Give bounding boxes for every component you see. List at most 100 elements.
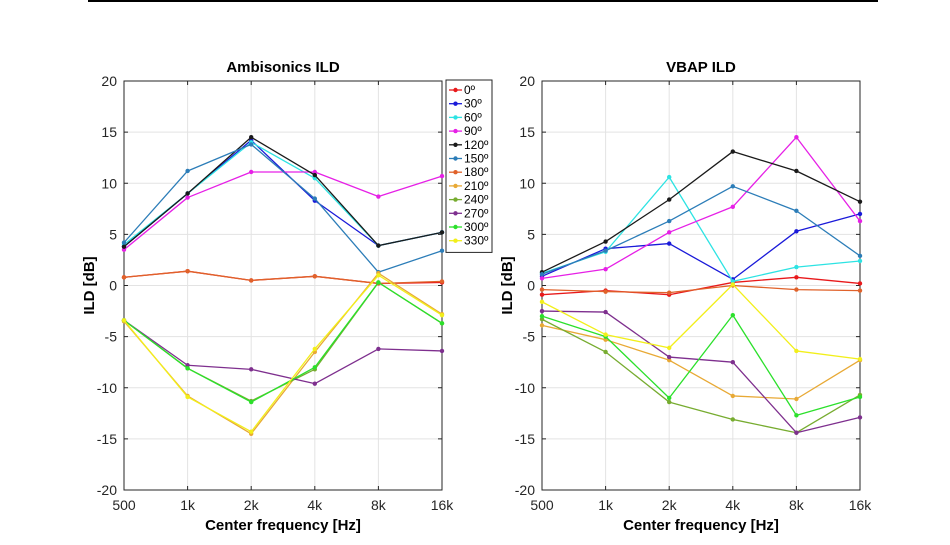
legend-entry: 180º bbox=[464, 165, 489, 179]
y-tick-label: -10 bbox=[515, 380, 535, 396]
data-point bbox=[439, 312, 445, 318]
x-axis-label: Center frequency [Hz] bbox=[205, 517, 361, 534]
chart-title: Ambisonics ILD bbox=[226, 59, 340, 76]
data-point bbox=[857, 211, 863, 217]
series-line bbox=[541, 324, 861, 400]
y-tick-label: 20 bbox=[101, 73, 117, 89]
legend-marker bbox=[453, 115, 458, 120]
series-line bbox=[123, 270, 443, 285]
data-point bbox=[667, 218, 672, 224]
legend-marker bbox=[453, 156, 458, 161]
y-tick-label: 0 bbox=[527, 278, 535, 294]
series-line bbox=[541, 284, 861, 294]
data-point bbox=[857, 199, 863, 204]
series-330deg bbox=[121, 273, 445, 434]
data-point bbox=[249, 399, 254, 405]
data-point bbox=[312, 274, 317, 279]
data-point bbox=[730, 204, 735, 209]
x-tick-label: 500 bbox=[112, 497, 136, 513]
series-line bbox=[541, 310, 861, 434]
data-point bbox=[603, 337, 608, 342]
data-point bbox=[667, 354, 672, 360]
data-point bbox=[603, 266, 608, 272]
data-point bbox=[794, 275, 799, 280]
data-point bbox=[730, 393, 735, 399]
data-point bbox=[249, 142, 254, 147]
top-border-line bbox=[88, 0, 878, 2]
data-point bbox=[667, 357, 672, 363]
legend-entry: 210º bbox=[464, 179, 489, 193]
data-point bbox=[539, 308, 545, 314]
data-point bbox=[376, 194, 381, 199]
y-tick-label: -5 bbox=[105, 329, 118, 345]
legend-entry: 150º bbox=[464, 152, 489, 166]
data-point bbox=[376, 243, 381, 248]
data-point bbox=[312, 196, 317, 201]
data-point bbox=[249, 367, 254, 372]
y-tick-label: -20 bbox=[515, 482, 535, 498]
data-point bbox=[730, 279, 735, 284]
data-point bbox=[603, 239, 608, 244]
data-point bbox=[185, 195, 190, 200]
series-270deg bbox=[121, 318, 445, 386]
series-300deg bbox=[539, 312, 863, 418]
legend-marker bbox=[453, 101, 458, 106]
data-point bbox=[439, 248, 445, 253]
data-point bbox=[667, 197, 672, 202]
x-tick-label: 2k bbox=[244, 497, 260, 513]
series-line bbox=[123, 136, 443, 248]
data-point bbox=[185, 191, 190, 196]
data-point bbox=[376, 280, 381, 285]
series-line bbox=[541, 314, 861, 417]
series-line bbox=[123, 281, 443, 403]
series-line bbox=[123, 143, 443, 273]
data-point bbox=[794, 348, 799, 354]
y-tick-label: -15 bbox=[97, 431, 117, 447]
data-point bbox=[185, 366, 190, 371]
y-axis-label: ILD [dB] bbox=[81, 256, 98, 314]
y-tick-label: -20 bbox=[97, 482, 117, 498]
data-point bbox=[185, 394, 190, 400]
series-150deg bbox=[539, 184, 863, 277]
data-point bbox=[730, 149, 735, 154]
data-point bbox=[603, 349, 608, 355]
data-point bbox=[794, 208, 799, 214]
y-tick-label: 15 bbox=[101, 124, 117, 140]
data-point bbox=[794, 229, 799, 234]
data-point bbox=[539, 299, 545, 305]
data-point bbox=[121, 240, 127, 245]
legend: 0º30º60º90º120º150º180º210º240º270º300º3… bbox=[445, 79, 493, 253]
legend-marker bbox=[453, 170, 458, 175]
series-120deg bbox=[121, 135, 445, 249]
legend-entry: 30º bbox=[464, 97, 482, 111]
data-point bbox=[857, 415, 863, 420]
y-tick-label: -15 bbox=[515, 431, 535, 447]
ambisonics-chart: -20 -15 -10 -5 0 5 10 15 20 500 1k 2k 4k 8k 16k Ambison… bbox=[81, 59, 493, 534]
series-210deg bbox=[539, 323, 863, 402]
data-point bbox=[794, 396, 799, 402]
x-tick-label: 16k bbox=[431, 497, 455, 513]
series-line bbox=[541, 283, 861, 360]
data-point bbox=[857, 394, 863, 400]
data-point bbox=[794, 168, 799, 174]
series-90deg bbox=[539, 135, 863, 281]
data-point bbox=[539, 276, 545, 281]
data-point bbox=[539, 272, 545, 277]
data-point bbox=[439, 230, 445, 235]
data-point bbox=[603, 332, 608, 337]
legend-marker bbox=[453, 87, 458, 93]
data-point bbox=[794, 135, 799, 140]
data-point bbox=[312, 172, 317, 178]
data-point bbox=[376, 346, 381, 352]
legend-entry: 90º bbox=[464, 124, 482, 138]
legend-entry: 0º bbox=[464, 83, 476, 97]
chart-title: VBAP ILD bbox=[666, 59, 736, 76]
legend-marker bbox=[453, 142, 458, 147]
data-point bbox=[857, 258, 863, 264]
series-line bbox=[123, 319, 443, 385]
legend-box bbox=[445, 79, 493, 253]
data-point bbox=[857, 218, 863, 224]
data-point bbox=[730, 282, 735, 287]
legend-entry: 240º bbox=[464, 193, 489, 207]
